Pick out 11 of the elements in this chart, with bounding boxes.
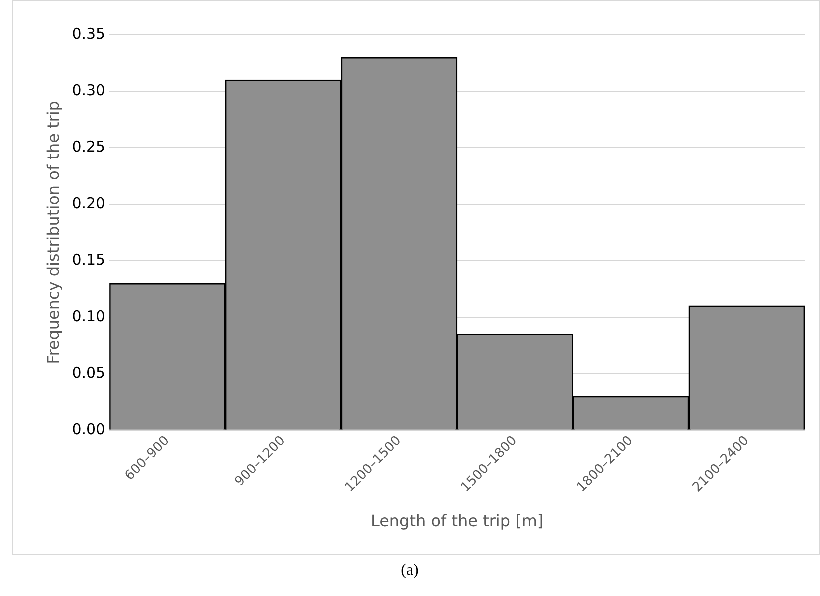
y-tick-label: 0.00 (72, 420, 106, 438)
text: (a) (401, 562, 419, 580)
y-tick-label: 0.30 (72, 81, 106, 100)
y-tick-label: 0.05 (72, 364, 106, 382)
x-axis-title: Length of the trip [m] (370, 512, 544, 531)
y-tick-label: 0.20 (72, 194, 106, 212)
y-tick-label: 0.10 (72, 307, 106, 326)
y-tick-label: 0.15 (72, 250, 106, 269)
y-tick-label: 0.35 (72, 24, 106, 43)
y-axis-title: Frequency distribution of the trip (44, 101, 63, 364)
y-tick-label: 0.25 (72, 138, 106, 156)
